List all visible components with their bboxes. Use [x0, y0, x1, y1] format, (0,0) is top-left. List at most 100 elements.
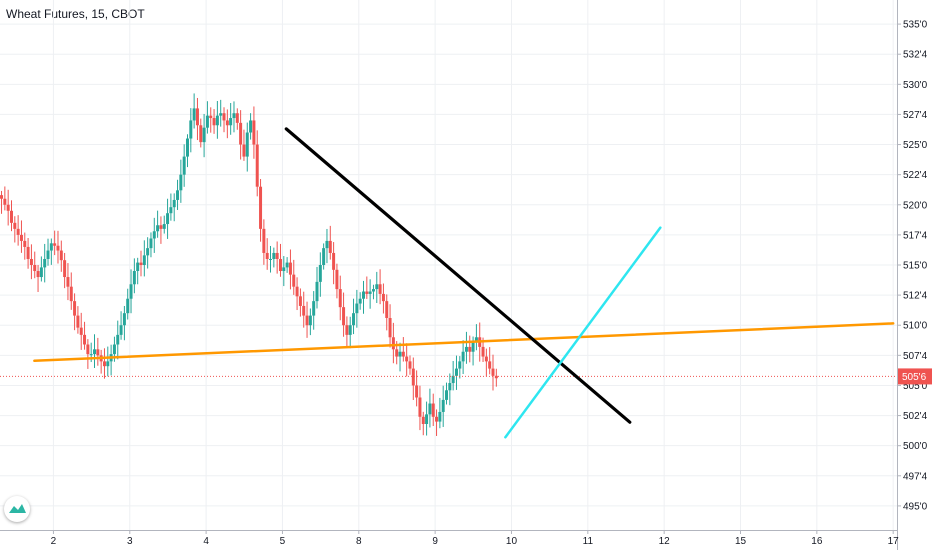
- candle-body: [269, 258, 273, 260]
- x-tick-label: 3: [127, 536, 133, 547]
- candle-body: [69, 286, 73, 302]
- candle-body: [89, 354, 93, 356]
- candle-body: [398, 351, 402, 357]
- candle-body: [358, 298, 362, 304]
- candle-body: [219, 113, 223, 116]
- candle-body: [102, 361, 106, 367]
- candle-body: [59, 250, 63, 261]
- y-tick-label: 530'0: [903, 80, 928, 91]
- candle-body: [298, 296, 302, 306]
- candle-body: [172, 199, 176, 208]
- candle-body: [195, 108, 199, 126]
- candle-body: [288, 262, 292, 275]
- candle-body: [292, 274, 296, 287]
- candle-body: [381, 293, 385, 302]
- y-tick-label: 495'0: [903, 501, 928, 512]
- candle-body: [302, 305, 306, 316]
- candle-body: [39, 267, 43, 278]
- tradingview-logo-icon[interactable]: [4, 496, 30, 522]
- candle-body: [338, 289, 342, 308]
- y-tick-label: 535'0: [903, 20, 928, 31]
- candle-body: [23, 240, 27, 247]
- candle-body: [3, 198, 7, 205]
- candle-body: [152, 231, 156, 239]
- candle-body: [441, 399, 445, 412]
- candle-body: [361, 291, 365, 299]
- candle-body: [19, 234, 23, 241]
- candle-body: [53, 243, 57, 246]
- candle-body: [179, 174, 183, 191]
- candle-body: [388, 318, 392, 338]
- candle-body: [468, 346, 472, 352]
- candle-body: [262, 228, 266, 253]
- candle-body: [451, 375, 455, 384]
- candle-body: [242, 144, 246, 157]
- x-tick-label: 11: [583, 536, 594, 547]
- candle-body: [212, 118, 216, 126]
- candle-body: [192, 108, 196, 121]
- y-tick-label: 510'0: [903, 321, 928, 332]
- candle-body: [335, 269, 339, 290]
- candle-body: [66, 277, 70, 287]
- last-price-badge: [898, 368, 932, 385]
- candle-body: [435, 416, 439, 422]
- candle-body: [328, 240, 332, 253]
- candle-body: [136, 262, 140, 272]
- x-tick-label: 10: [506, 536, 518, 547]
- candle-body: [116, 334, 120, 345]
- candle-body: [415, 385, 419, 398]
- candle-body: [471, 342, 475, 352]
- candle-body: [46, 250, 50, 259]
- candle-body: [156, 225, 160, 232]
- y-tick-label: 520'0: [903, 200, 928, 211]
- candle-body: [225, 120, 229, 126]
- candle-body: [49, 243, 53, 251]
- candle-body: [149, 238, 153, 249]
- candle-body: [129, 284, 133, 299]
- y-tick-label: 515'0: [903, 261, 928, 272]
- candle-body: [176, 190, 180, 200]
- candle-body: [209, 115, 213, 119]
- candle-body: [0, 195, 4, 199]
- candle-body: [278, 258, 282, 272]
- candle-body: [312, 301, 316, 316]
- candle-body: [454, 368, 458, 376]
- candle-body: [122, 313, 126, 326]
- candle-body: [315, 281, 319, 302]
- y-tick-label: 522'4: [903, 170, 928, 181]
- candle-body: [189, 120, 193, 139]
- candle-body: [488, 361, 492, 369]
- candle-body: [342, 307, 346, 326]
- y-tick-label: 512'4: [903, 291, 928, 302]
- candle-body: [182, 156, 186, 175]
- candle-body: [385, 301, 389, 318]
- candle-body: [126, 298, 130, 314]
- candle-body: [494, 375, 498, 379]
- candle-body: [375, 284, 379, 290]
- candle-body: [222, 113, 226, 121]
- candle-body: [185, 138, 189, 157]
- candle-body: [86, 344, 90, 355]
- candle-body: [308, 315, 312, 326]
- candle-body: [491, 368, 495, 376]
- candle-body: [26, 246, 30, 259]
- candle-body: [428, 403, 432, 415]
- candle-body: [295, 286, 299, 297]
- y-tick-label: 502'4: [903, 411, 928, 422]
- x-tick-label: 15: [735, 536, 747, 547]
- candle-body: [348, 325, 352, 335]
- x-tick-label: 4: [203, 536, 209, 547]
- candle-body: [355, 303, 359, 314]
- candle-body: [6, 204, 10, 211]
- y-tick-label: 507'4: [903, 351, 928, 362]
- candle-body: [438, 411, 442, 422]
- x-tick-label: 8: [356, 536, 362, 547]
- candle-body: [106, 361, 110, 367]
- candle-body: [43, 258, 47, 268]
- candle-body: [275, 252, 279, 259]
- candle-body: [199, 125, 203, 143]
- trend-line-black: [284, 127, 632, 424]
- candle-body: [112, 344, 116, 355]
